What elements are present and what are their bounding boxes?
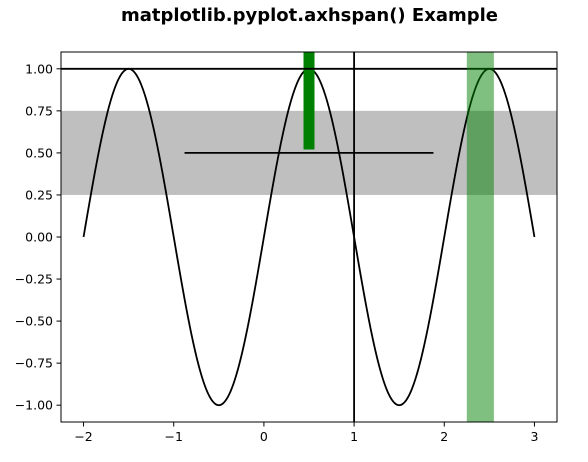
y-tick-label: −0.75 [15, 356, 53, 371]
x-tick-label: 2 [440, 429, 448, 444]
x-tick-label: −1 [165, 429, 183, 444]
y-tick-label: 0.75 [25, 103, 53, 118]
x-tick-label: 0 [260, 429, 268, 444]
y-tick-label: −0.25 [15, 272, 53, 287]
y-tick-label: 0.50 [25, 145, 53, 160]
chart-title: matplotlib.pyplot.axhspan() Example [121, 5, 498, 26]
y-tick-label: 1.00 [25, 61, 53, 76]
y-tick-label: −1.00 [15, 398, 53, 413]
y-tick-label: −0.50 [15, 314, 53, 329]
y-tick-label: 0.25 [25, 187, 53, 202]
x-tick-label: 3 [530, 429, 538, 444]
axvspan-band [467, 52, 494, 422]
y-tick-label: 0.00 [25, 230, 53, 245]
x-tick-label: −2 [74, 429, 92, 444]
x-tick-label: 1 [350, 429, 358, 444]
plot-area [61, 52, 557, 422]
